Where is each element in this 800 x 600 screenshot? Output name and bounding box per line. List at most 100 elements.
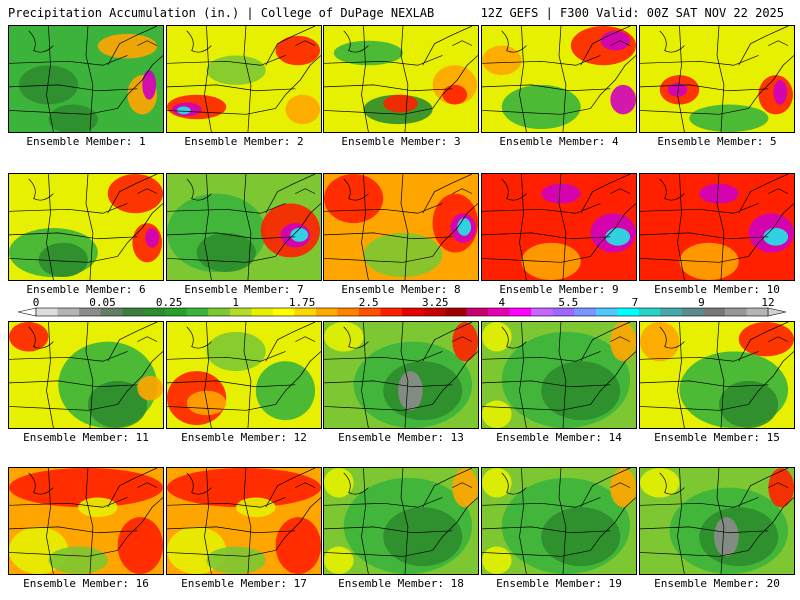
precip-contour-blob (452, 468, 478, 508)
ensemble-member-panel-9: Ensemble Member: 9 (481, 173, 637, 296)
state-boundary-line (167, 256, 276, 263)
precip-contour-blob (718, 380, 779, 428)
state-boundary-line (716, 174, 725, 280)
precip-contour-blob (97, 33, 158, 59)
state-boundary-line (610, 188, 631, 194)
state-boundary-line (167, 108, 276, 115)
colorbar-swatch (186, 308, 209, 316)
state-boundary-line (295, 188, 316, 194)
state-boundary-line (275, 55, 321, 109)
precip-map (166, 173, 322, 281)
colorbar-swatch (595, 308, 618, 316)
precip-contour-blob (38, 242, 88, 278)
colorbar-graphic: 0 0.05 0.25 1 1.75 2.5 3.25 4 5.5 7 9 12 (17, 296, 787, 317)
state-boundary-line (167, 84, 296, 92)
state-boundary-line (46, 174, 54, 280)
state-boundary-line (716, 26, 725, 132)
precip-colorbar: 0 0.05 0.25 1 1.75 2.5 3.25 4 5.5 7 9 12 (0, 296, 800, 320)
state-boundary-line (590, 55, 636, 109)
ensemble-member-panel-12: Ensemble Member: 12 (166, 321, 322, 444)
ensemble-member-label: Ensemble Member: 1 (26, 135, 146, 148)
colorbar-swatch (617, 308, 640, 316)
state-boundary-line (85, 174, 94, 280)
state-boundary-line (640, 550, 749, 557)
colorbar-swatch (122, 308, 144, 316)
colorbar-tick-label: 0.05 (89, 296, 116, 309)
precip-contour-blob (48, 104, 98, 132)
state-boundary-line (324, 497, 443, 508)
state-boundary-line (748, 203, 794, 257)
state-boundary-line (9, 203, 128, 214)
state-boundary-line (186, 326, 212, 349)
state-boundary-line (324, 108, 433, 115)
colorbar-swatch (509, 308, 532, 316)
precip-contour-blob (48, 546, 108, 574)
state-boundary-line (422, 322, 473, 362)
state-boundary-line (748, 497, 794, 551)
precip-contour-blob (521, 242, 581, 280)
state-boundary-line (167, 526, 296, 534)
state-boundary-line (107, 174, 158, 214)
ensemble-member-label: Ensemble Member: 4 (499, 135, 619, 148)
state-boundary-line (482, 404, 591, 411)
precip-contour-blob (482, 45, 522, 76)
state-boundary-line (659, 472, 685, 495)
precip-contour-blob (9, 322, 49, 352)
colorbar-swatch (57, 308, 80, 316)
precip-contour-blob (442, 84, 468, 105)
ensemble-member-label: Ensemble Member: 12 (181, 431, 307, 444)
colorbar-swatch (272, 308, 295, 316)
colorbar-swatch (660, 308, 683, 316)
precip-map (639, 25, 795, 133)
precip-contour-blob (541, 361, 621, 421)
state-boundary-line (590, 351, 636, 405)
precip-contour-blob (383, 94, 418, 113)
colorbar-tick-label: 3.25 (422, 296, 449, 309)
ensemble-member-label: Ensemble Member: 2 (184, 135, 304, 148)
state-boundary-line (275, 497, 321, 551)
precip-contour-blob (383, 361, 463, 421)
precip-contour-blob (768, 468, 794, 508)
precip-contour-blob (398, 371, 423, 411)
state-boundary-line (9, 497, 128, 508)
state-boundary-line (9, 232, 138, 240)
state-boundary-line (640, 203, 759, 214)
state-boundary-line (46, 322, 54, 428)
precip-contour-blob (107, 174, 163, 214)
ensemble-member-label: Ensemble Member: 15 (654, 431, 780, 444)
state-boundary-line (9, 351, 128, 362)
colorbar-swatch (488, 308, 510, 316)
state-boundary-line (46, 26, 54, 132)
state-boundary-line (452, 40, 473, 46)
colorbar-tick-label: 1.75 (289, 296, 316, 309)
state-boundary-line (167, 55, 286, 66)
ensemble-member-label: Ensemble Member: 20 (654, 577, 780, 590)
state-boundary-line (659, 30, 685, 53)
state-boundary-line (482, 203, 601, 214)
state-boundary-line (343, 30, 369, 53)
state-boundary-line (400, 174, 409, 280)
ensemble-member-panel-14: Ensemble Member: 14 (481, 321, 637, 444)
colorbar-swatch (165, 308, 188, 316)
precip-contour-blob (689, 104, 769, 132)
colorbar-swatch (724, 308, 747, 316)
colorbar-swatch (100, 308, 123, 316)
precip-map (481, 173, 637, 281)
precip-contour-blob (9, 468, 163, 508)
ensemble-member-panel-6: Ensemble Member: 6 (8, 173, 164, 296)
state-boundary-line (580, 174, 631, 214)
precip-contour-blob (541, 507, 621, 567)
colorbar-swatch (358, 308, 381, 316)
colorbar-swatch (143, 308, 166, 316)
state-boundary-line (640, 404, 749, 411)
state-boundary-line (324, 526, 453, 534)
state-boundary-line (167, 351, 286, 362)
state-boundary-line (295, 336, 316, 342)
state-boundary-line (640, 526, 769, 534)
state-boundary-line (324, 380, 453, 388)
state-boundary-line (167, 203, 286, 214)
ensemble-member-panel-1: Ensemble Member: 1 (8, 25, 164, 148)
state-boundary-line (519, 26, 527, 132)
state-boundary-line (422, 468, 473, 508)
state-boundary-line (343, 178, 369, 201)
